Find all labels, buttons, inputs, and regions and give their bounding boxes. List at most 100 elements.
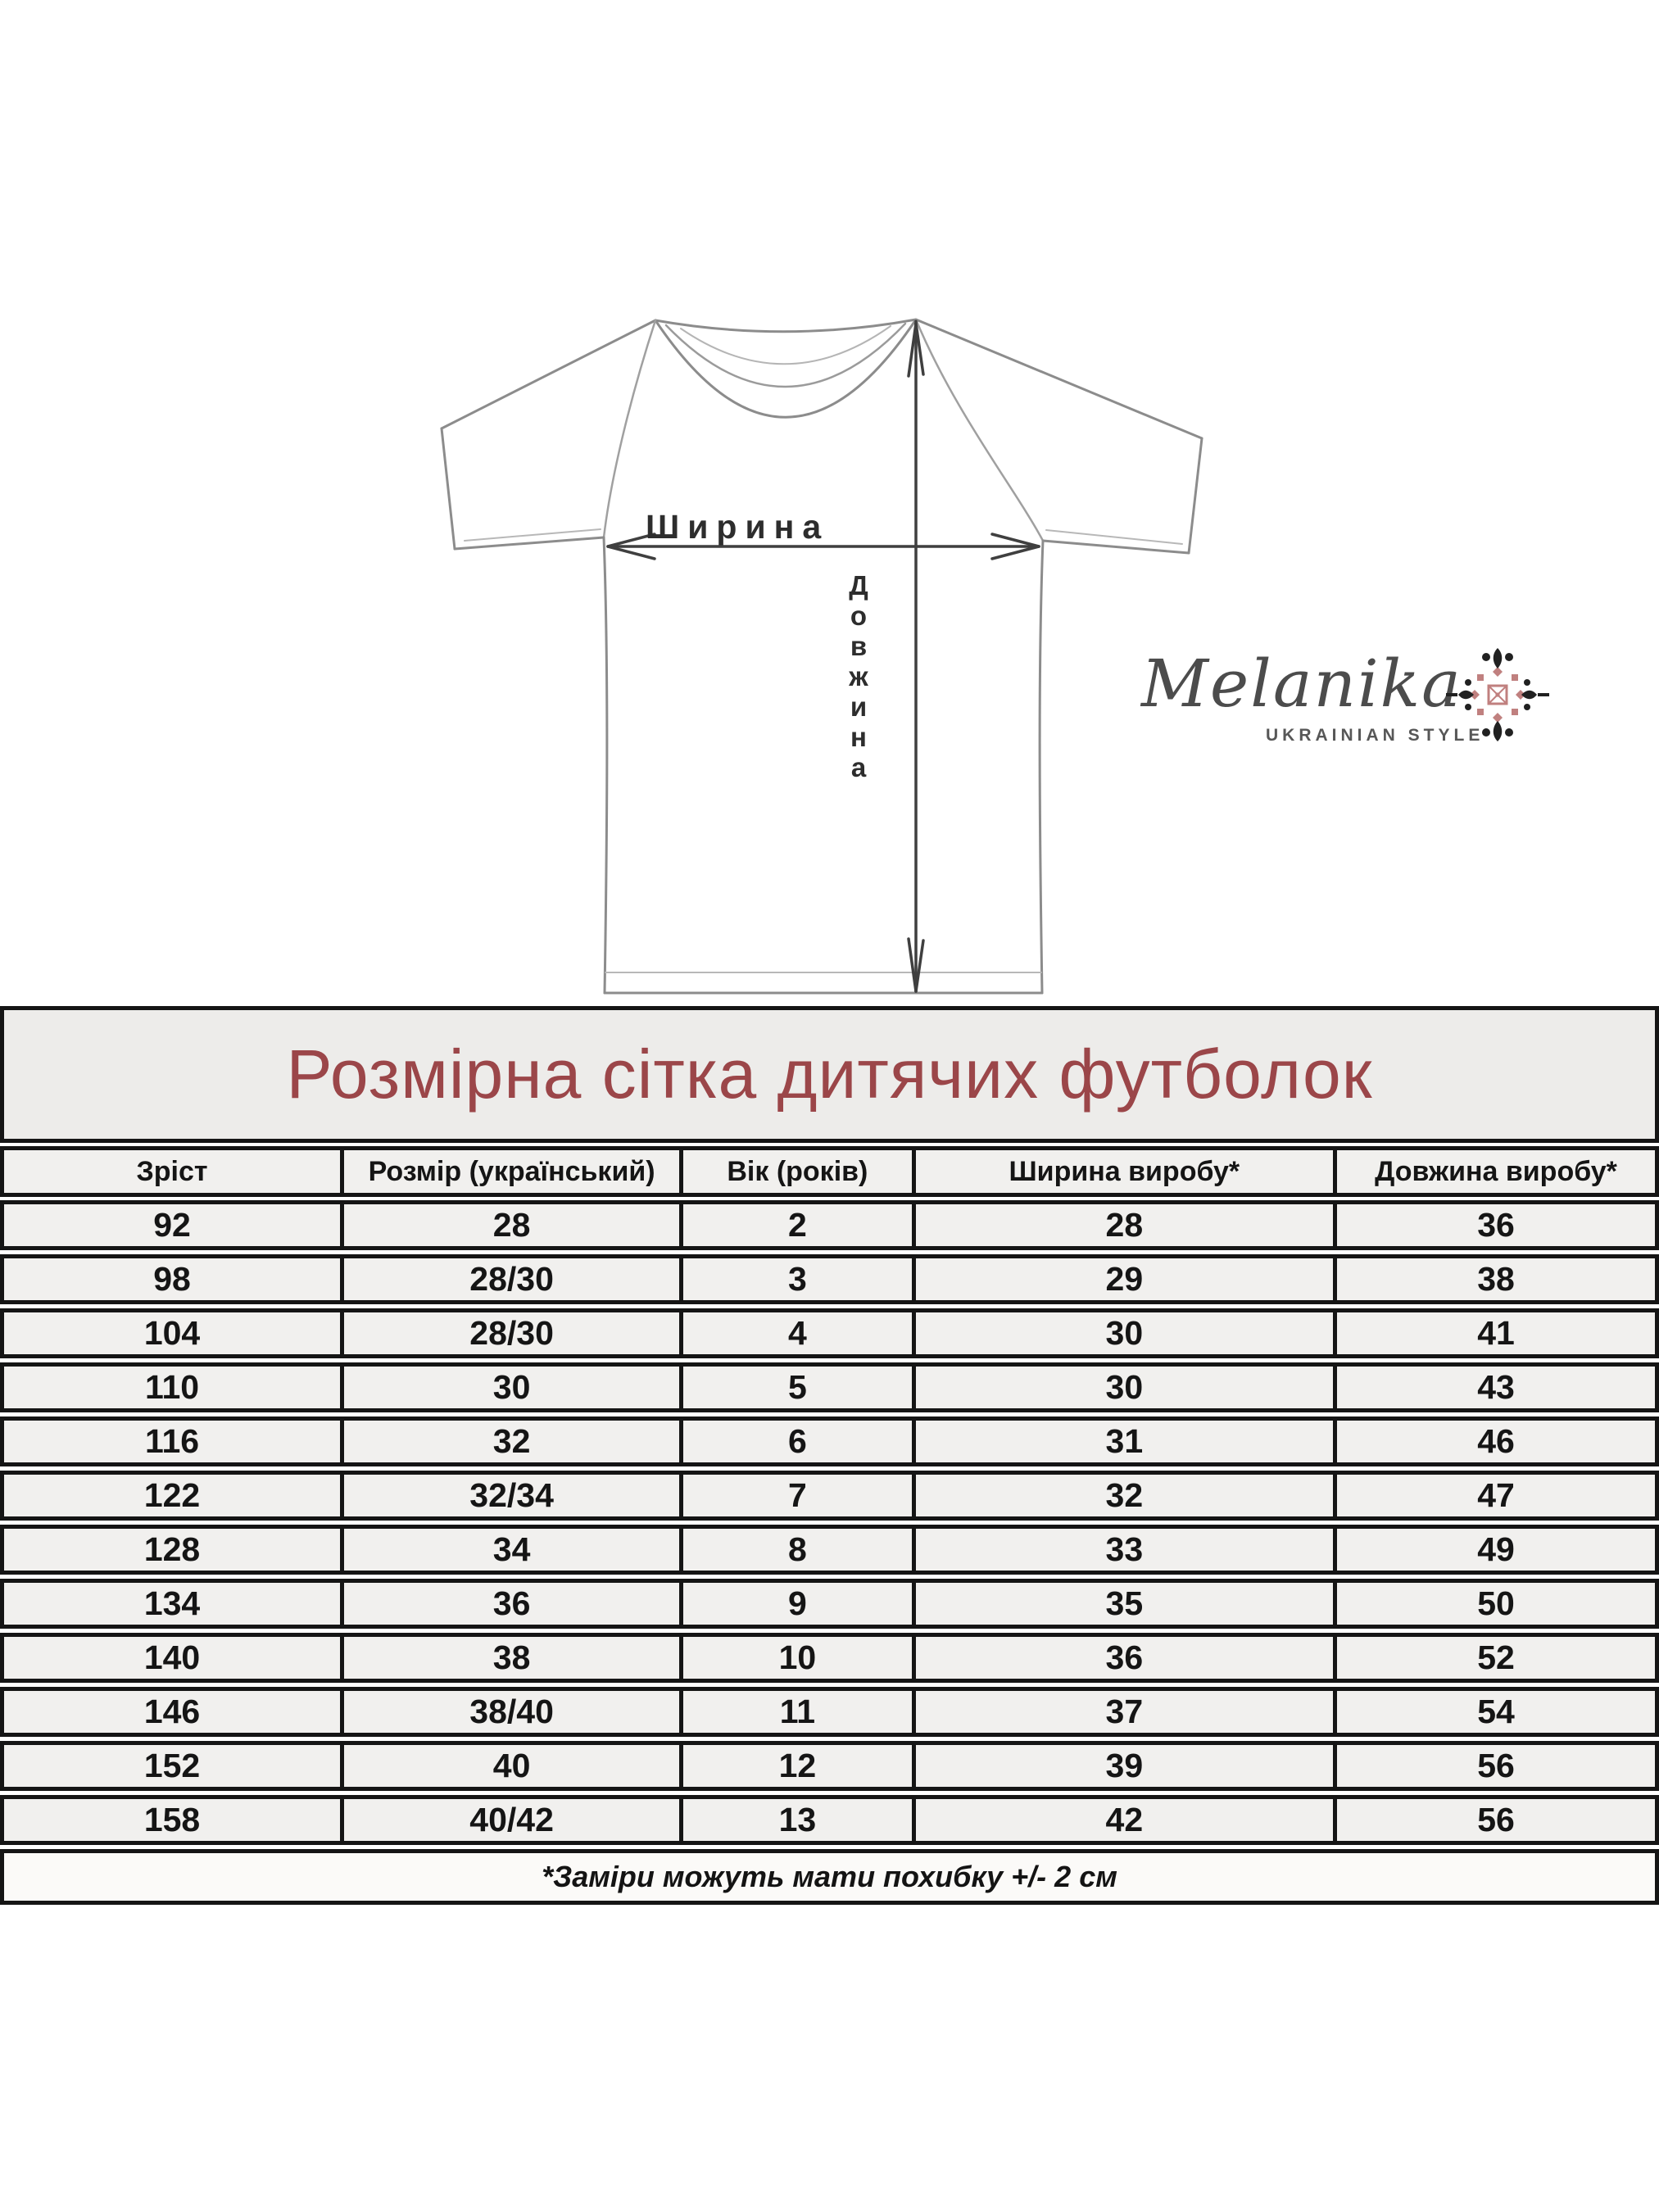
table-row: 98 28/30 3 29 38 <box>0 1254 1659 1304</box>
cell-length: 50 <box>1333 1583 1655 1625</box>
brand-tagline: UKRAINIAN STYLE <box>1266 726 1484 745</box>
cell-length: 43 <box>1333 1367 1655 1408</box>
length-arrow <box>907 320 925 993</box>
cell-height: 116 <box>144 1422 200 1460</box>
cell-size: 28/30 <box>340 1312 679 1354</box>
table-row: 92 28 2 28 36 <box>0 1200 1659 1250</box>
cell-height: 110 <box>144 1368 200 1406</box>
table-body: 92 28 2 28 36 98 28/30 3 29 38 104 28/30… <box>0 1200 1659 1845</box>
cell-age: 5 <box>679 1367 912 1408</box>
cell-length: 46 <box>1333 1421 1655 1462</box>
cell-width: 37 <box>911 1691 1333 1733</box>
cell-height: 122 <box>143 1476 201 1514</box>
table-row: 158 40/42 13 42 56 <box>0 1795 1659 1845</box>
length-label-letter: Д <box>849 570 868 601</box>
cell-height: 104 <box>143 1314 201 1352</box>
cell-height: 158 <box>143 1801 201 1838</box>
table-row: 122 32/34 7 32 47 <box>0 1471 1659 1521</box>
table-row: 128 34 8 33 49 <box>0 1525 1659 1575</box>
cell-length: 54 <box>1333 1691 1655 1733</box>
cell-width: 33 <box>911 1529 1333 1571</box>
cell-width: 36 <box>911 1637 1333 1679</box>
cell-height: 98 <box>153 1260 191 1298</box>
width-arrow <box>606 533 1040 560</box>
cell-length: 38 <box>1333 1258 1655 1300</box>
table-row: 146 38/40 11 37 54 <box>0 1687 1659 1737</box>
cell-width: 30 <box>911 1367 1333 1408</box>
cell-size: 30 <box>340 1367 679 1408</box>
cell-height: 128 <box>143 1530 201 1568</box>
column-header-height: Зріст <box>136 1155 208 1187</box>
cell-age: 2 <box>679 1204 912 1246</box>
cell-age: 12 <box>679 1745 912 1787</box>
table-footnote-text: *Заміри можуть мати похибку +/- 2 см <box>542 1860 1117 1893</box>
cell-size: 38/40 <box>340 1691 679 1733</box>
cell-age: 11 <box>679 1691 912 1733</box>
cell-length: 49 <box>1333 1529 1655 1571</box>
brand-name: Melanika <box>1141 646 1462 722</box>
cell-size: 38 <box>340 1637 679 1679</box>
cell-size: 40/42 <box>340 1799 679 1841</box>
length-label-letter: о <box>850 601 868 631</box>
cell-size: 34 <box>340 1529 679 1571</box>
size-table: Розмірна сітка дитячих футболок Зріст Ро… <box>0 1006 1659 1905</box>
cell-height: 146 <box>143 1693 201 1730</box>
length-label-letter: в <box>850 631 868 661</box>
table-row: 134 36 9 35 50 <box>0 1579 1659 1629</box>
cell-width: 30 <box>911 1312 1333 1354</box>
tshirt-outline <box>440 318 1203 995</box>
cell-length: 47 <box>1333 1475 1655 1516</box>
cell-width: 31 <box>911 1421 1333 1462</box>
cell-age: 6 <box>679 1421 912 1462</box>
cell-age: 3 <box>679 1258 912 1300</box>
cell-size: 32/34 <box>340 1475 679 1516</box>
table-row: 116 32 6 31 46 <box>0 1416 1659 1466</box>
tshirt-diagram <box>440 318 1203 995</box>
column-header-length: Довжина виробу* <box>1333 1150 1655 1193</box>
cell-length: 36 <box>1333 1204 1655 1246</box>
column-header-age: Вік (років) <box>679 1150 912 1193</box>
cell-width: 29 <box>911 1258 1333 1300</box>
cell-age: 8 <box>679 1529 912 1571</box>
table-title: Розмірна сітка дитячих футболок <box>0 1006 1659 1143</box>
cell-length: 52 <box>1333 1637 1655 1679</box>
cell-size: 28/30 <box>340 1258 679 1300</box>
table-row: 104 28/30 4 30 41 <box>0 1308 1659 1358</box>
cell-size: 32 <box>340 1421 679 1462</box>
cell-width: 42 <box>911 1799 1333 1841</box>
cell-height: 92 <box>153 1206 191 1244</box>
length-label-letter: н <box>850 722 867 752</box>
length-label-letter: и <box>850 691 868 722</box>
cell-length: 56 <box>1333 1799 1655 1841</box>
table-header-row: Зріст Розмір (український) Вік (років) Ш… <box>0 1146 1659 1197</box>
cell-height: 152 <box>143 1747 201 1784</box>
cell-age: 13 <box>679 1799 912 1841</box>
cell-size: 36 <box>340 1583 679 1625</box>
cell-width: 32 <box>911 1475 1333 1516</box>
cell-size: 28 <box>340 1204 679 1246</box>
cell-size: 40 <box>340 1745 679 1787</box>
cell-height: 140 <box>143 1639 201 1676</box>
table-row: 140 38 10 36 52 <box>0 1633 1659 1683</box>
cell-length: 41 <box>1333 1312 1655 1354</box>
vyshyvanka-ornament-icon <box>1446 648 1549 741</box>
table-title-text: Розмірна сітка дитячих футболок <box>286 1036 1373 1113</box>
table-footnote: *Заміри можуть мати похибку +/- 2 см <box>0 1849 1659 1905</box>
cell-height: 134 <box>143 1584 201 1622</box>
cell-width: 35 <box>911 1583 1333 1625</box>
table-row: 110 30 5 30 43 <box>0 1362 1659 1412</box>
cell-age: 7 <box>679 1475 912 1516</box>
brand-logo: Melanika UKRAINIAN STYLE <box>1141 646 1561 795</box>
length-label-letter: а <box>850 752 867 782</box>
column-header-size: Розмір (український) <box>340 1150 679 1193</box>
cell-length: 56 <box>1333 1745 1655 1787</box>
cell-age: 4 <box>679 1312 912 1354</box>
table-row: 152 40 12 39 56 <box>0 1741 1659 1791</box>
length-label-letter: ж <box>849 661 868 691</box>
cell-width: 39 <box>911 1745 1333 1787</box>
column-header-width: Ширина виробу* <box>911 1150 1333 1193</box>
cell-width: 28 <box>911 1204 1333 1246</box>
width-measure-label: Ширина <box>646 508 830 546</box>
